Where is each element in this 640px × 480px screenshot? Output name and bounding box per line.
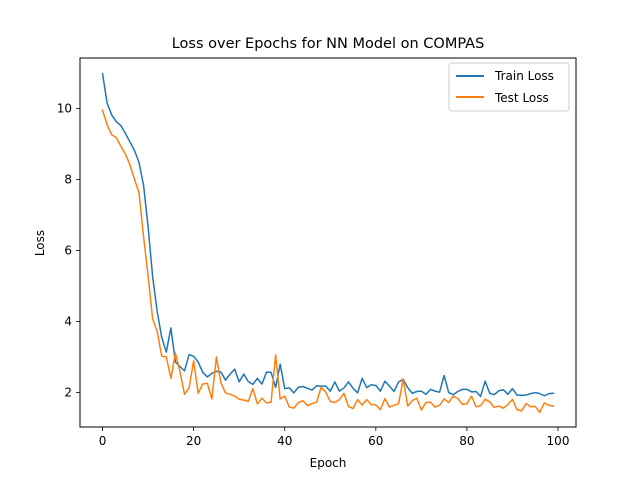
- y-tick-label: 10: [57, 101, 72, 115]
- axis-ticks: 0 20 40 60 80 100 2 4 6 8 10: [57, 101, 570, 448]
- axes-frame: [79, 57, 577, 428]
- plot-area: [101, 72, 555, 414]
- y-tick-label: 2: [64, 386, 72, 400]
- legend-label-train-loss: Train Loss: [494, 69, 554, 83]
- x-tick-label: 0: [99, 434, 107, 448]
- test-loss-line: [101, 109, 555, 414]
- legend-label-test-loss: Test Loss: [494, 91, 549, 105]
- y-tick-label: 4: [64, 315, 72, 329]
- y-tick-label: 8: [64, 172, 72, 186]
- chart-title: Loss over Epochs for NN Model on COMPAS: [172, 36, 485, 52]
- x-tick-label: 40: [277, 434, 292, 448]
- x-tick-label: 100: [547, 434, 570, 448]
- legend: Train Loss Test Loss: [448, 62, 570, 112]
- y-tick-label: 6: [64, 243, 72, 257]
- x-tick-label: 80: [459, 434, 474, 448]
- x-tick-label: 20: [186, 434, 201, 448]
- x-axis-label: Epoch: [310, 456, 347, 470]
- y-axis-label: Loss: [33, 230, 47, 256]
- x-tick-label: 60: [368, 434, 383, 448]
